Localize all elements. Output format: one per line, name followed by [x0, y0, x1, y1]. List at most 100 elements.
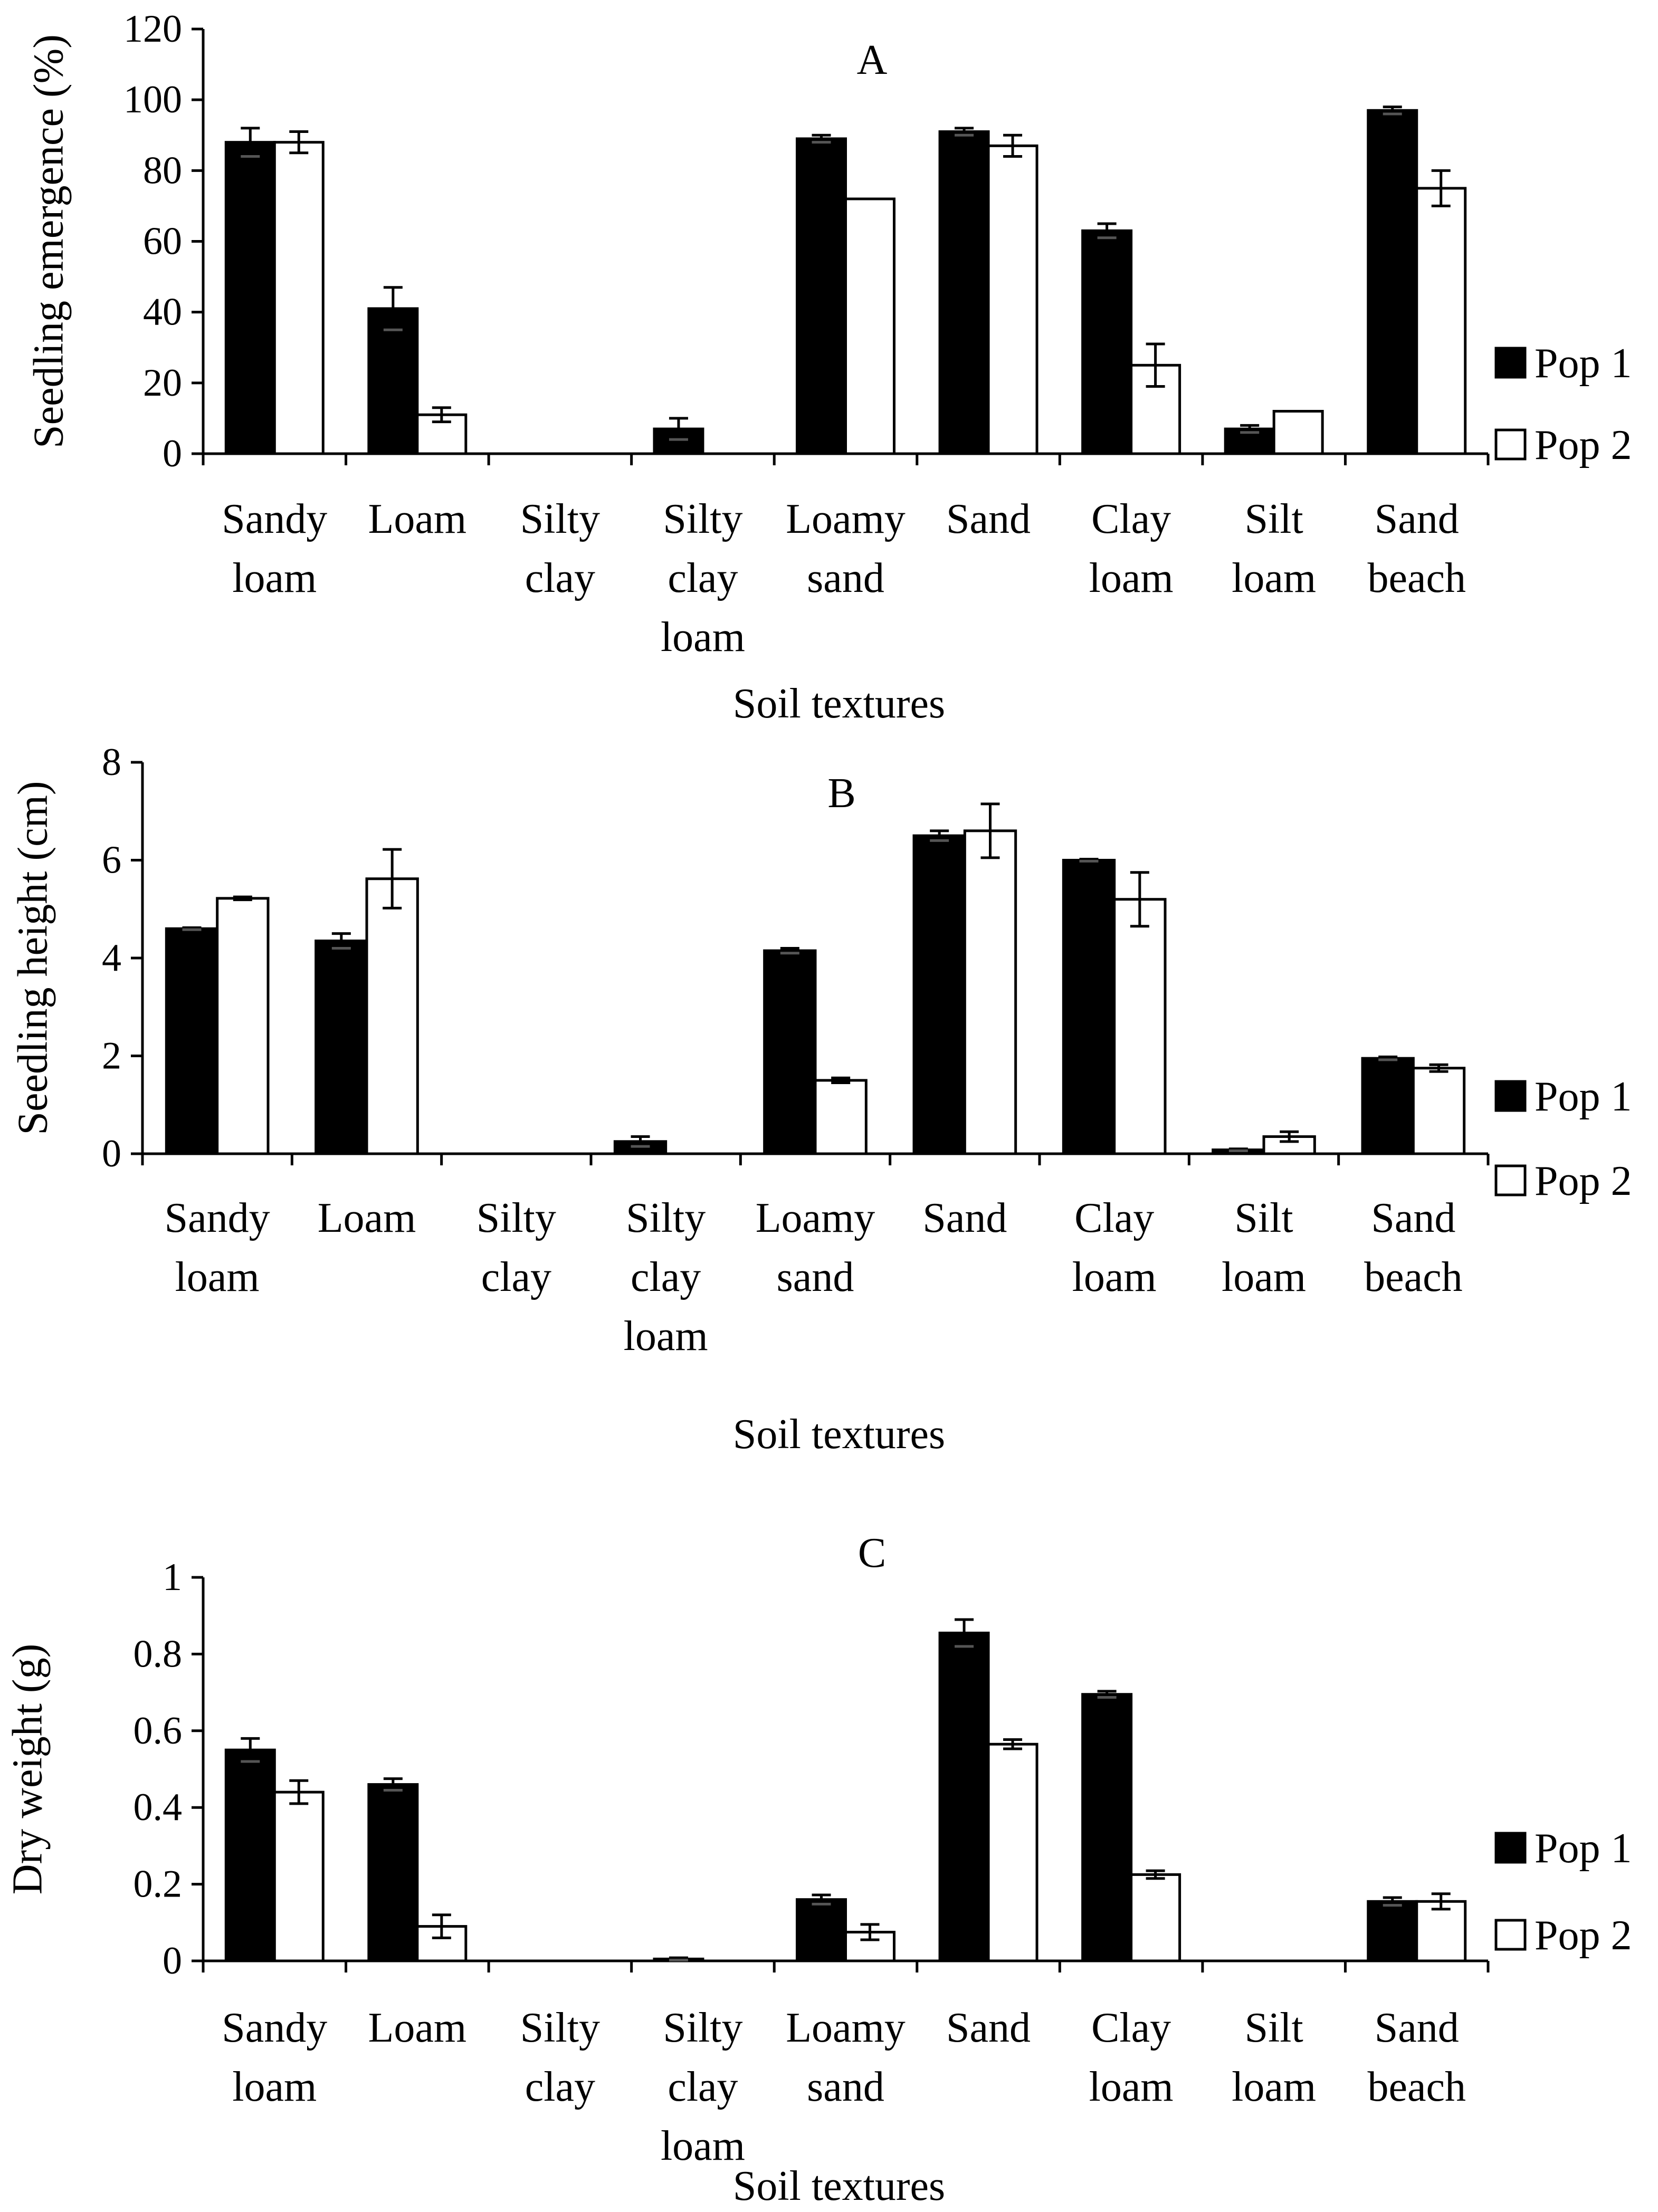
bar-pop-2 [1262, 1135, 1316, 1155]
legend-label: Pop 2 [1535, 1158, 1632, 1204]
category-label: Clay loam [1089, 2005, 1174, 2110]
legend-swatch [1494, 1832, 1527, 1864]
category-label: Sand beach [1367, 496, 1466, 601]
bar-pop-2 [273, 141, 325, 455]
category-label: Silty clay [520, 2005, 600, 2110]
y-axis-label: Dry weight (g) [4, 1644, 51, 1894]
y-tick-label: 20 [143, 361, 182, 405]
error-bar [1097, 1690, 1117, 1699]
category-label: Loamy sand [786, 2005, 906, 2110]
chart-b: 0 2 4 6 8 Sandy loam Loam Silty clay Silty clay loam… [9, 741, 1632, 1458]
legend-swatch [1494, 1164, 1527, 1196]
error-bar [1097, 222, 1117, 240]
legend: Pop 1 Pop 2 [1494, 340, 1632, 468]
error-bar [1228, 1147, 1248, 1152]
y-tick-label: 40 [143, 291, 182, 334]
category-label: Silt loam [1232, 2005, 1316, 2110]
bar-pop-1 [763, 949, 817, 1155]
category-label: Silt loam [1222, 1195, 1306, 1300]
bar-pop-1 [1062, 859, 1116, 1155]
bar-pop-1 [1081, 1693, 1133, 1962]
error-bar [1079, 858, 1099, 863]
error-bar [955, 127, 974, 137]
y-axis-label: Seedling emergence (%) [25, 34, 72, 448]
error-bar [1240, 424, 1260, 434]
error-bar [182, 926, 202, 931]
category-label: Silty clay [477, 1195, 556, 1300]
category-label: Loamy sand [756, 1195, 875, 1300]
bar-pop-2 [273, 1790, 325, 1962]
chart-c: 0 0.2 0.4 0.6 0.8 1 Sandy loam Loam Silty clay Silt… [4, 1530, 1632, 2209]
x-axis-label: Soil textures [733, 681, 945, 727]
y-tick-label: 0.4 [134, 1786, 183, 1829]
bar-pop-1 [224, 141, 276, 455]
bar-pop-1 [938, 130, 990, 455]
legend-label: Pop 2 [1535, 422, 1632, 468]
bar-pop-1 [1367, 1900, 1418, 1962]
bar-pop-2 [1415, 187, 1467, 455]
y-tick-label: 100 [123, 78, 182, 121]
category-label: Clay loam [1089, 496, 1174, 601]
error-bar [432, 1913, 451, 1939]
y-tick-label: 120 [123, 7, 182, 51]
bar-pop-2 [1412, 1067, 1466, 1155]
chart-title: B [827, 770, 855, 817]
category-label: Loam [368, 496, 467, 542]
error-bar [383, 848, 402, 909]
error-bar [930, 829, 949, 842]
error-bar [1431, 169, 1451, 207]
category-label: Sand [946, 496, 1031, 542]
y-tick-label: 8 [102, 741, 121, 784]
y-tick-label: 4 [102, 936, 121, 980]
error-bar [241, 127, 260, 158]
error-bar [233, 895, 252, 902]
bar-pop-1 [796, 1898, 847, 1962]
category-label: Sandy loam [165, 1195, 270, 1300]
legend-label: Pop 1 [1535, 340, 1632, 387]
error-bar [955, 1618, 974, 1648]
error-bar [1003, 133, 1023, 158]
y-tick-label: 0 [163, 432, 182, 475]
chart-a: 0 20 40 60 80 100 120 Sandy loam Loam Silty clay Sil… [25, 7, 1632, 727]
category-label: Silty clay loam [624, 1195, 708, 1359]
category-label: Silty clay loam [661, 2005, 745, 2169]
error-bar [383, 286, 403, 331]
error-bar [331, 932, 351, 950]
legend-swatch [1494, 347, 1527, 379]
y-tick-label: 60 [143, 220, 182, 263]
chart-title: A [857, 37, 888, 83]
error-bar [1431, 1892, 1451, 1911]
bar-pop-2 [987, 1742, 1038, 1962]
legend-label: Pop 1 [1535, 1074, 1632, 1120]
bar-pop-1 [796, 137, 847, 455]
error-bar [432, 406, 451, 424]
category-label: Sand beach [1364, 1195, 1463, 1300]
error-bar [289, 1779, 309, 1805]
error-bar [1429, 1063, 1449, 1073]
bar-pop-1 [315, 940, 368, 1155]
error-bar [812, 1893, 831, 1905]
bar-pop-2 [1130, 363, 1181, 455]
category-label: Clay loam [1072, 1195, 1157, 1300]
y-axis-label: Seedling height (cm) [9, 781, 56, 1135]
category-label: Loam [368, 2005, 467, 2051]
error-bar [1003, 1738, 1023, 1750]
bar-pop-1 [1361, 1057, 1415, 1155]
legend-swatch [1494, 428, 1527, 461]
bar-pop-2 [1415, 1900, 1467, 1962]
category-label: Loamy sand [786, 496, 906, 601]
error-bar [1280, 1130, 1299, 1143]
y-tick-label: 0.2 [134, 1863, 183, 1906]
error-bar [669, 417, 688, 441]
category-label: Silty clay loam [661, 496, 745, 660]
y-tick-label: 0 [102, 1132, 121, 1175]
y-tick-label: 0.8 [134, 1632, 183, 1675]
bar-pop-1 [367, 307, 419, 455]
y-tick-label: 0 [163, 1939, 182, 1983]
error-bar [1383, 106, 1402, 116]
legend: Pop 1 Pop 2 [1494, 1074, 1632, 1204]
bar-pop-2 [1113, 898, 1167, 1155]
bar-pop-1 [912, 834, 966, 1155]
bar-pop-2 [844, 197, 895, 455]
